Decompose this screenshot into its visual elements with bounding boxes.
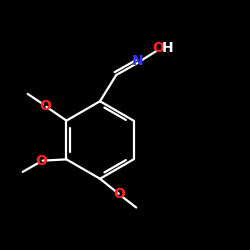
Text: O: O [36, 154, 48, 168]
Text: O: O [152, 41, 164, 55]
Text: N: N [132, 54, 144, 68]
Text: O: O [114, 188, 126, 202]
Text: H: H [162, 41, 173, 55]
Text: O: O [39, 99, 51, 113]
